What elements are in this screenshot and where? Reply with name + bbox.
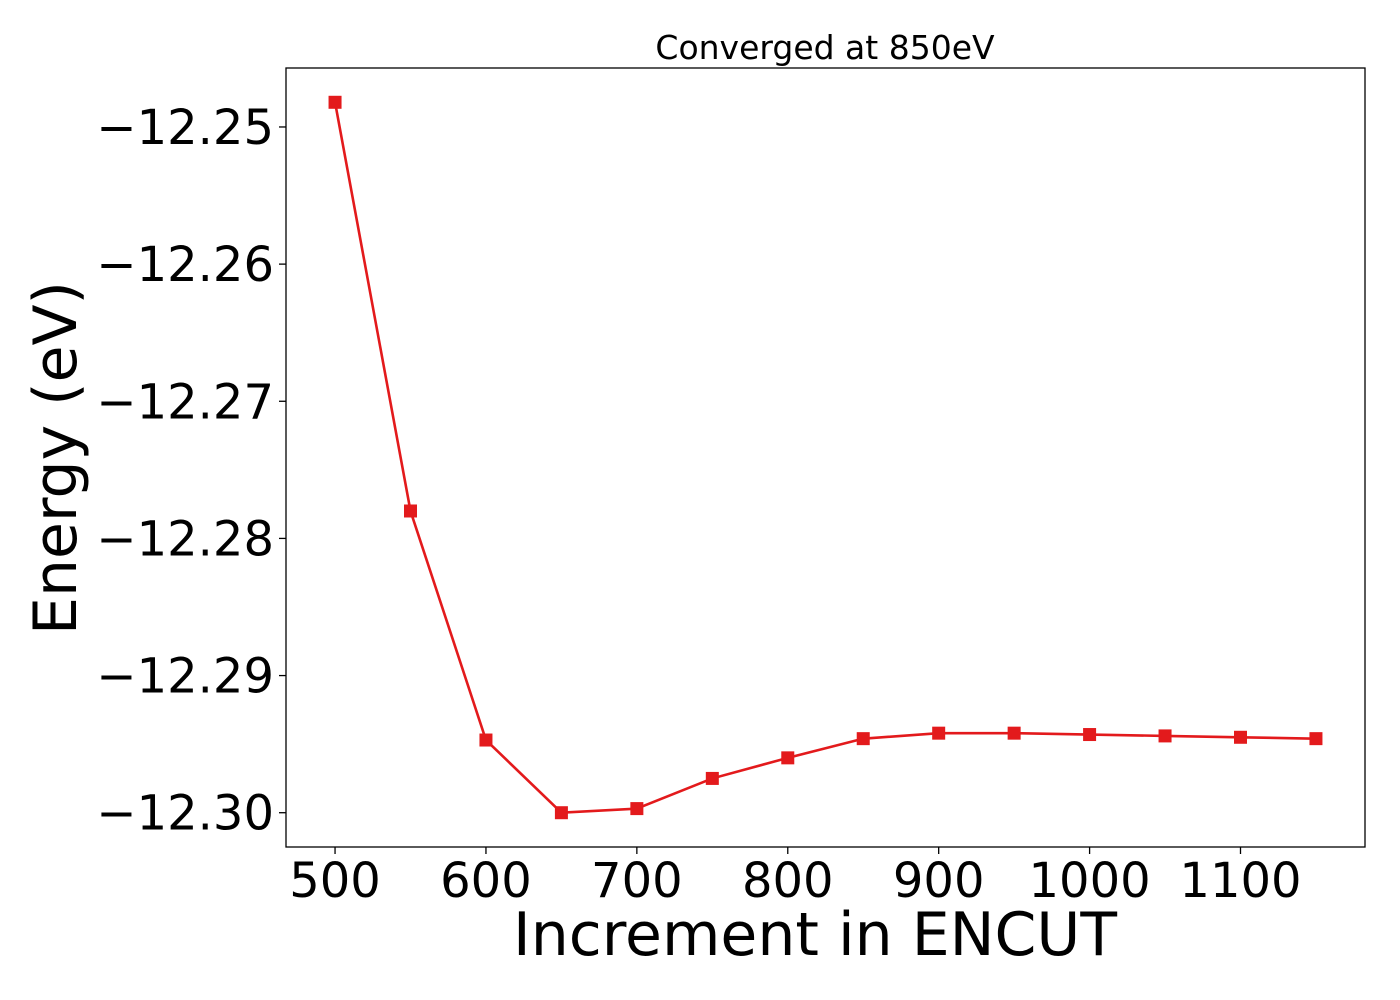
y-axis-label: Energy (eV): [21, 281, 91, 635]
data-point-marker: [856, 732, 870, 746]
x-tick-label: 500: [289, 853, 381, 909]
x-axis: 500 600 700 800 900 1000 1100: [289, 847, 1302, 909]
data-point-marker: [479, 733, 493, 747]
y-tick-label: −12.30: [96, 786, 274, 842]
series-line: [333, 102, 1316, 815]
y-axis: −12.25 −12.26 −12.27 −12.28 −12.29 −12.30: [96, 100, 286, 842]
y-tick-label: −12.26: [96, 237, 274, 293]
data-point-marker: [705, 771, 719, 785]
data-point-marker: [1007, 726, 1021, 740]
x-tick-label: 600: [440, 853, 532, 909]
y-tick-label: −12.28: [96, 511, 274, 567]
x-tick-label: 700: [591, 853, 683, 909]
data-point-marker: [781, 751, 795, 765]
x-tick-label: 1000: [1029, 853, 1151, 909]
y-tick-label: −12.25: [96, 100, 274, 156]
data-point-marker: [554, 806, 568, 820]
chart-title: Converged at 850eV: [655, 28, 995, 67]
y-tick-label: −12.29: [96, 649, 274, 705]
data-point-marker: [1234, 730, 1247, 744]
data-point-marker: [932, 726, 946, 740]
data-point-marker: [404, 504, 417, 518]
data-point-marker: [328, 95, 342, 109]
x-tick-label: 800: [742, 853, 834, 909]
y-tick-label: −12.27: [96, 374, 274, 430]
plot-frame: [285, 67, 1366, 848]
x-tick-label: 1100: [1179, 853, 1301, 909]
series-layer: [328, 95, 1323, 820]
x-tick-label: 900: [893, 853, 985, 909]
data-point-marker: [1083, 728, 1097, 742]
data-point-marker: [1158, 729, 1172, 743]
data-point-marker: [630, 802, 644, 816]
data-point-marker: [1309, 732, 1323, 746]
x-axis-label: Increment in ENCUT: [513, 900, 1117, 970]
